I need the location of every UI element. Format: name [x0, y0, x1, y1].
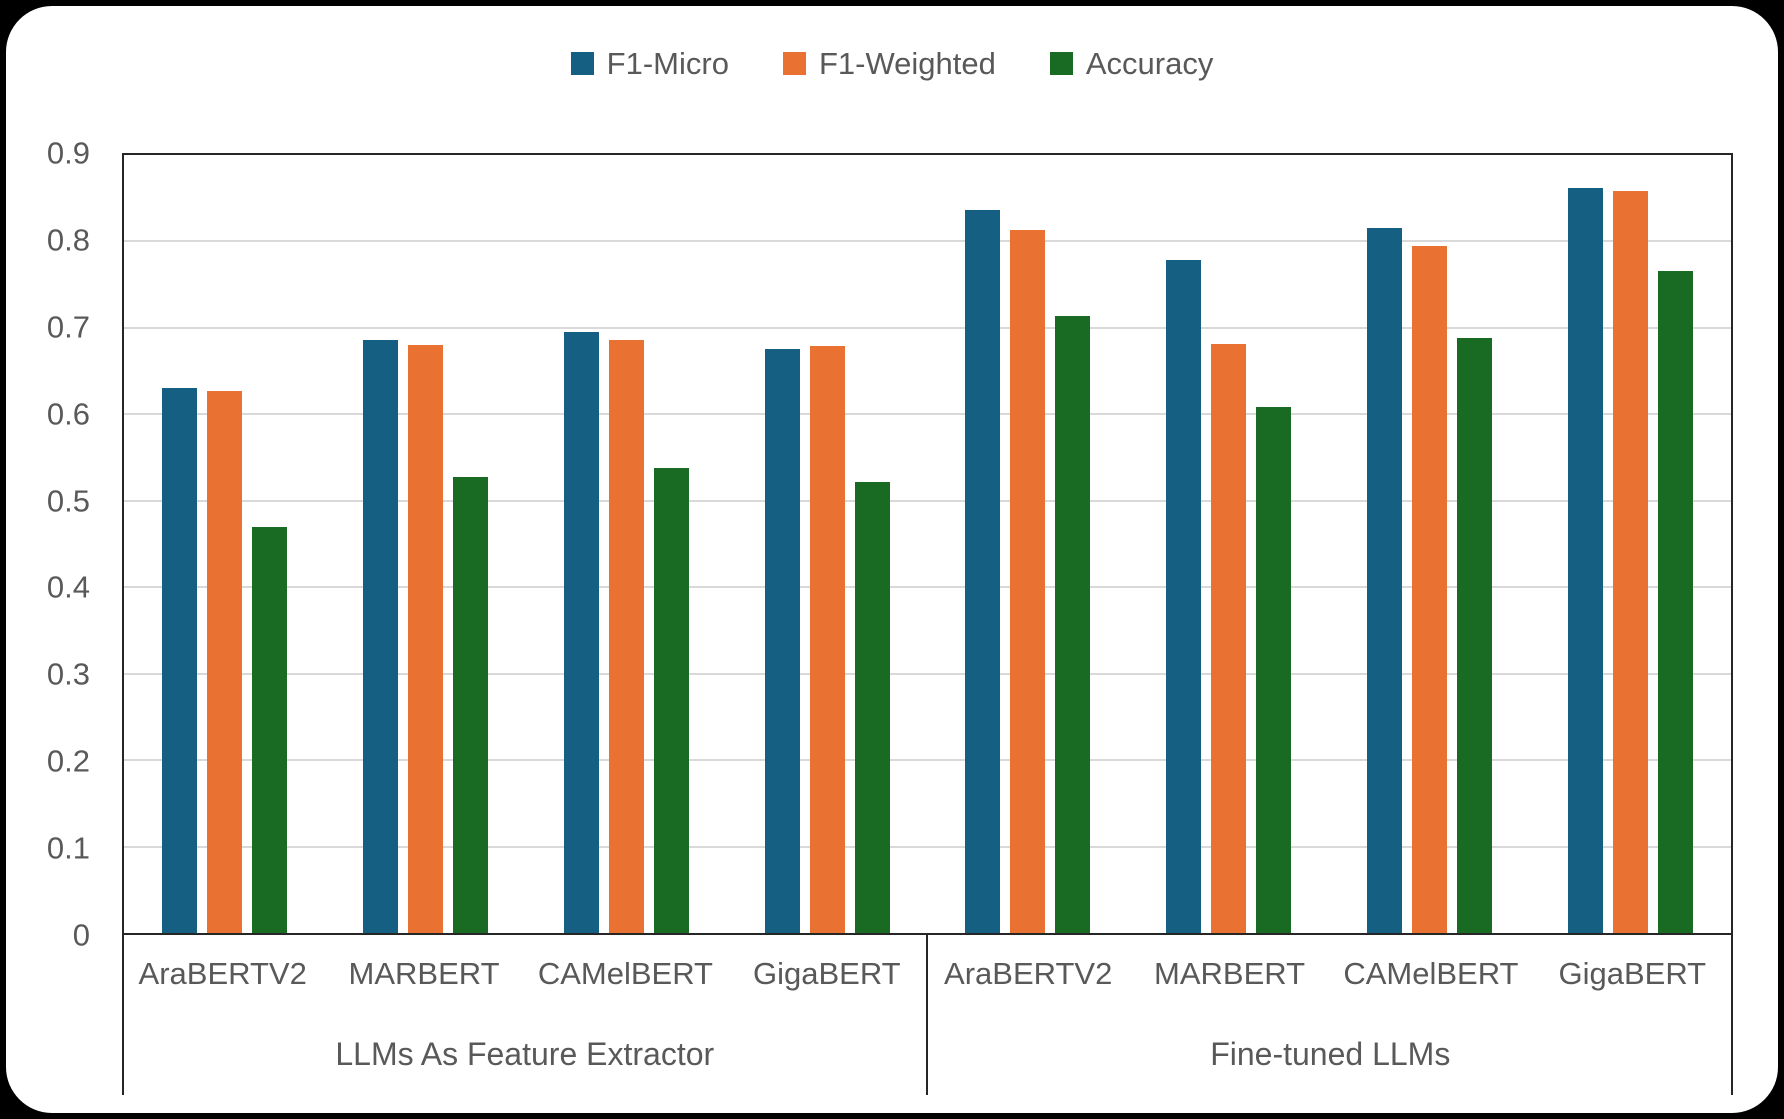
category-label: AraBERTV2: [138, 956, 307, 991]
bar-f1-weighted: [809, 346, 845, 933]
legend-label-f1-micro: F1-Micro: [606, 45, 729, 81]
gridline: [124, 672, 1731, 675]
bar-accuracy: [1457, 338, 1493, 933]
bar-group-gigabert-3: [727, 155, 928, 933]
gridline: [124, 759, 1731, 762]
bar-accuracy: [1055, 315, 1091, 933]
category-label: CAMelBERT: [1343, 956, 1519, 991]
bar-accuracy: [1256, 407, 1292, 933]
y-tick-label: 0: [72, 917, 90, 953]
bar-group-arabertv2-4: [928, 155, 1129, 933]
bar-f1-micro: [563, 332, 599, 933]
axis-separator-left: [122, 935, 124, 1095]
bar-group-marbert-5: [1128, 155, 1329, 933]
category-label: MARBERT: [1154, 956, 1306, 991]
y-tick-label: 0.3: [46, 656, 90, 692]
bar-accuracy: [1658, 270, 1694, 933]
bar-group-arabertv2-0: [124, 155, 325, 933]
axis-separator-middle: [926, 935, 928, 1095]
bar-accuracy: [653, 467, 689, 933]
bar-f1-micro: [965, 210, 1001, 933]
category-label: GigaBERT: [1558, 956, 1707, 991]
bar-accuracy: [452, 476, 488, 933]
bar-accuracy: [854, 481, 890, 933]
group-label-feature-extractor: LLMs As Feature Extractor: [335, 1035, 715, 1072]
y-tick-label: 0.7: [46, 309, 90, 345]
legend-item-f1-micro: F1-Micro: [570, 45, 729, 81]
y-tick-label: 0.2: [46, 743, 90, 779]
gridline: [124, 586, 1731, 589]
group-label-fine-tuned: Fine-tuned LLMs: [1210, 1035, 1451, 1072]
legend-label-accuracy: Accuracy: [1085, 45, 1214, 81]
gridline: [124, 240, 1731, 243]
bar-f1-weighted: [407, 345, 443, 933]
plot-area: [122, 153, 1733, 935]
chart-card: F1-Micro F1-Weighted Accuracy 0 0.1 0.2 0.3…: [6, 6, 1778, 1113]
gridline: [124, 326, 1731, 329]
bar-group-camelbert-6: [1329, 155, 1530, 933]
category-labels-row: AraBERTV2 MARBERT CAMelBERT GigaBERT AraBERT…: [122, 935, 1733, 1013]
category-axis: AraBERTV2 MARBERT CAMelBERT GigaBERT AraBERT…: [122, 935, 1733, 1095]
axis-separator-right: [1731, 935, 1733, 1095]
y-axis-tick-labels: 0 0.1 0.2 0.3 0.4 0.5 0.6 0.7 0.8 0.9: [6, 138, 90, 951]
bar-f1-micro: [764, 348, 800, 933]
bar-f1-micro: [161, 388, 197, 933]
bar-f1-weighted: [1613, 191, 1649, 933]
category-label: CAMelBERT: [537, 956, 713, 991]
bar-group-camelbert-2: [526, 155, 727, 933]
bar-group-marbert-1: [325, 155, 526, 933]
y-tick-label: 0.5: [46, 483, 90, 519]
y-tick-label: 0.1: [46, 830, 90, 866]
legend: F1-Micro F1-Weighted Accuracy: [6, 40, 1778, 86]
bar-f1-micro: [1166, 260, 1202, 933]
bar-f1-weighted: [1010, 230, 1046, 933]
f1-weighted-swatch-icon: [782, 51, 806, 75]
bar-f1-micro: [362, 340, 398, 933]
gridline: [124, 413, 1731, 416]
category-label: GigaBERT: [753, 956, 901, 991]
bar-group-gigabert-7: [1530, 155, 1731, 933]
group-labels-row: LLMs As Feature Extractor Fine-tuned LLM…: [122, 1013, 1733, 1095]
category-label: AraBERTV2: [944, 956, 1113, 991]
gridline: [124, 845, 1731, 848]
y-tick-label: 0.8: [46, 222, 90, 258]
legend-item-accuracy: Accuracy: [1049, 45, 1214, 81]
bar-f1-weighted: [1211, 344, 1247, 933]
y-tick-label: 0.9: [46, 135, 90, 171]
bar-f1-micro: [1367, 227, 1403, 933]
y-tick-label: 0.4: [46, 569, 90, 605]
f1-micro-swatch-icon: [570, 51, 594, 75]
category-label: MARBERT: [348, 956, 500, 991]
accuracy-swatch-icon: [1049, 51, 1073, 75]
bar-f1-weighted: [608, 340, 644, 933]
y-tick-label: 0.6: [46, 396, 90, 432]
bar-f1-weighted: [1412, 245, 1448, 933]
bar-accuracy: [251, 526, 287, 933]
bar-f1-weighted: [206, 391, 242, 933]
gridline: [124, 499, 1731, 502]
legend-label-f1-weighted: F1-Weighted: [818, 45, 996, 81]
bar-f1-micro: [1568, 187, 1604, 933]
legend-item-f1-weighted: F1-Weighted: [782, 45, 996, 81]
bar-groups: [124, 155, 1731, 933]
